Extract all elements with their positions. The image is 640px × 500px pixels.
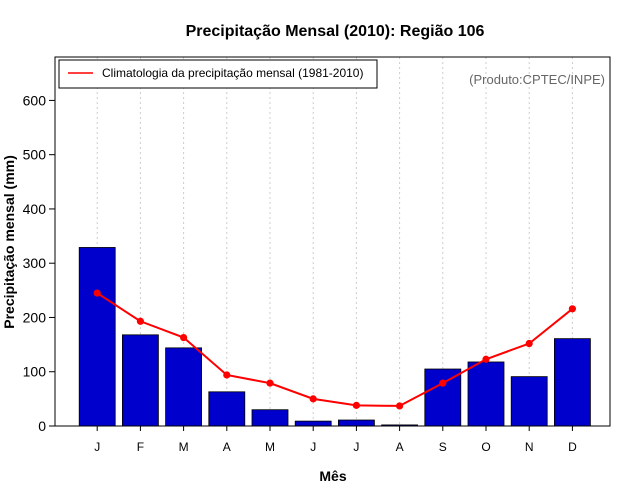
y-tick-label: 400 [23, 201, 47, 217]
y-tick-label: 200 [23, 309, 47, 325]
climatology-point [180, 333, 188, 342]
x-tick-label: S [439, 440, 447, 454]
x-tick-label: F [137, 440, 144, 454]
climatology-series [93, 289, 577, 410]
climatology-point [352, 401, 360, 409]
bar [122, 334, 159, 427]
climatology-point [482, 355, 490, 363]
legend-box [58, 59, 378, 89]
climatology-point [309, 395, 317, 403]
x-tick-label: N [525, 440, 534, 454]
climatology-point [568, 305, 577, 313]
x-axis-title: Mês [319, 468, 346, 484]
y-tick-label: 600 [23, 92, 47, 108]
x-tick-label: J [94, 440, 100, 454]
climatology-point [525, 339, 533, 348]
climatology-point [396, 402, 404, 410]
plot-frame [54, 56, 611, 427]
bar [78, 247, 116, 427]
bar [554, 338, 591, 427]
bar [165, 347, 203, 427]
y-axis: 0 100 200 300 400 500 600 [23, 92, 55, 434]
climatology-line [96, 292, 574, 407]
climatology-point [136, 317, 144, 325]
climatology-point [223, 371, 231, 379]
bar [294, 420, 332, 427]
x-tick-label: A [223, 440, 231, 454]
climatology-point [266, 379, 274, 387]
climatology-point [439, 379, 447, 387]
x-tick-label: A [396, 440, 404, 454]
chart-title: Precipitação Mensal (2010): Região 106 [186, 23, 485, 40]
x-tick-label: M [179, 440, 189, 454]
x-tick-label: J [310, 440, 316, 454]
grid-lines [96, 57, 573, 426]
bar [424, 368, 462, 427]
y-tick-label: 100 [23, 364, 47, 380]
legend: Climatologia da precipitação mensal (198… [58, 59, 378, 89]
bar [510, 376, 548, 427]
bar [337, 419, 375, 427]
climatology-point [93, 289, 101, 297]
bar [467, 361, 505, 427]
source-annotation: (Produto:CPTEC/INPE) [469, 72, 605, 87]
y-tick-label: 300 [23, 255, 47, 271]
x-tick-label: O [481, 440, 490, 454]
y-axis-title: Precipitação mensal (mm) [1, 155, 17, 329]
bar-series [78, 247, 591, 427]
bar [208, 391, 246, 427]
bar [251, 409, 289, 427]
legend-label: Climatologia da precipitação mensal (198… [102, 66, 363, 80]
x-tick-label: M [265, 440, 275, 454]
x-tick-label: J [353, 440, 359, 454]
y-tick-label: 0 [38, 418, 46, 434]
y-tick-label: 500 [23, 147, 47, 163]
x-tick-label: D [568, 440, 577, 454]
